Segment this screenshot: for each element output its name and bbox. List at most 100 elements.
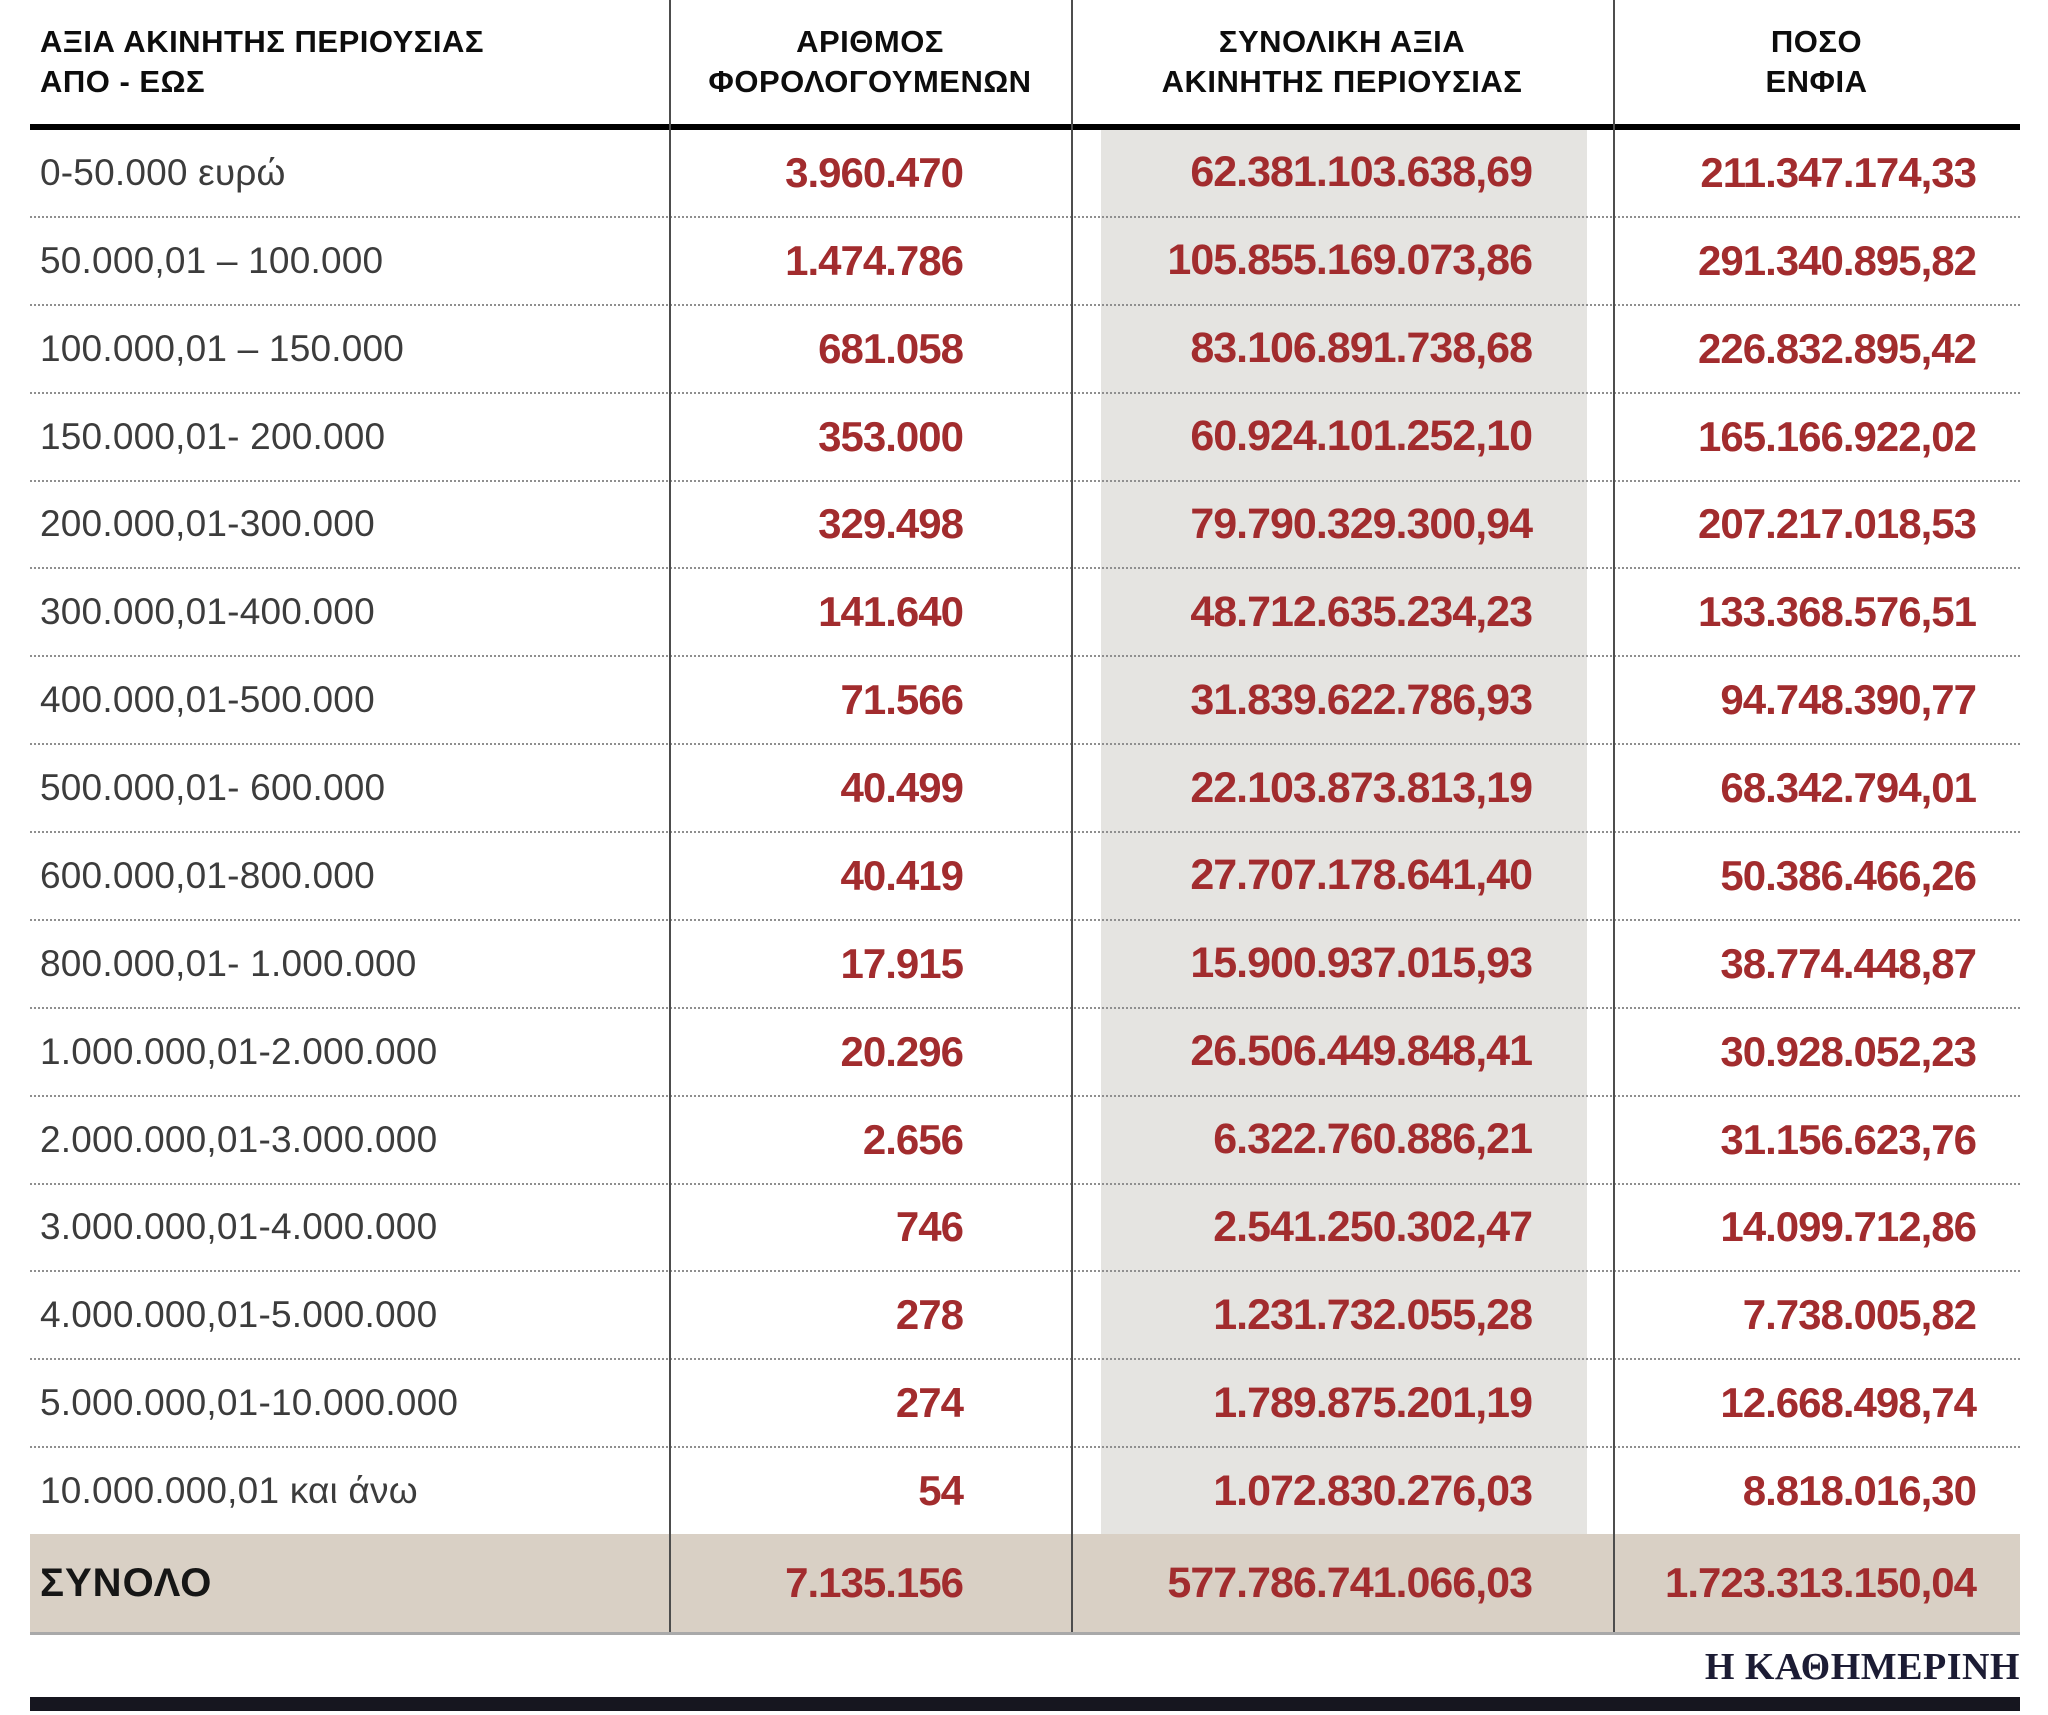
- total-taxpayers: 7.135.156: [785, 1559, 964, 1606]
- table-row: 800.000,01- 1.000.000 17.915 15.900.937.…: [30, 921, 2020, 1009]
- table-row: 2.000.000,01-3.000.000 2.656 6.322.760.8…: [30, 1097, 2020, 1185]
- cell-total-value: 1.789.875.201,19: [1213, 1378, 1533, 1427]
- cell-total-value: 105.855.169.073,86: [1167, 236, 1533, 285]
- cell-range: 600.000,01-800.000: [40, 854, 375, 896]
- table-row: 0-50.000 ευρώ 3.960.470 62.381.103.638,6…: [30, 130, 2020, 218]
- table-row: 50.000,01 – 100.000 1.474.786 105.855.16…: [30, 218, 2020, 306]
- table-row: 5.000.000,01-10.000.000 274 1.789.875.20…: [30, 1360, 2020, 1449]
- cell-taxpayers: 274: [895, 1379, 964, 1427]
- cell-total-value: 83.106.891.738,68: [1190, 324, 1533, 373]
- cell-taxpayers: 141.640: [818, 588, 964, 636]
- cell-range: 0-50.000 ευρώ: [40, 151, 286, 193]
- cell-enfia-amount: 226.832.895,42: [1698, 324, 1977, 372]
- cell-taxpayers: 746: [895, 1203, 964, 1251]
- cell-range: 50.000,01 – 100.000: [40, 239, 384, 281]
- cell-range: 300.000,01-400.000: [40, 591, 375, 633]
- header-line: ΑΠΟ - ΕΩΣ: [40, 64, 206, 99]
- header-line: ΠΟΣΟ: [1770, 24, 1863, 60]
- cell-taxpayers: 71.566: [840, 676, 964, 724]
- cell-total-value: 48.712.635.234,23: [1190, 587, 1533, 636]
- cell-taxpayers: 681.058: [818, 324, 964, 372]
- header-line: ΕΝΦΙΑ: [1765, 64, 1868, 99]
- cell-enfia-amount: 50.386.466,26: [1720, 851, 1977, 899]
- cell-total-value: 1.072.830.276,03: [1213, 1466, 1533, 1515]
- total-label: ΣΥΝΟΛΟ: [40, 1560, 213, 1605]
- table-row: 400.000,01-500.000 71.566 31.839.622.786…: [30, 657, 2020, 746]
- header-number-of-taxpayers: ΑΡΙΘΜΟΣ ΦΟΡΟΛΟΓΟΥΜΕΝΩΝ: [669, 22, 1071, 101]
- table-row: 10.000.000,01 και άνω 54 1.072.830.276,0…: [30, 1448, 2020, 1534]
- cell-taxpayers: 2.656: [862, 1115, 964, 1163]
- cell-taxpayers: 40.499: [840, 764, 964, 812]
- cell-enfia-amount: 291.340.895,82: [1698, 236, 1977, 284]
- table-row: 200.000,01-300.000 329.498 79.790.329.30…: [30, 482, 2020, 570]
- cell-total-value: 27.707.178.641,40: [1190, 851, 1533, 900]
- total-row: ΣΥΝΟΛΟ 7.135.156 577.786.741.066,03 1.72…: [30, 1534, 2020, 1635]
- cell-range: 400.000,01-500.000: [40, 679, 375, 721]
- cell-range: 200.000,01-300.000: [40, 503, 375, 545]
- cell-total-value: 2.541.250.302,47: [1213, 1202, 1533, 1251]
- cell-enfia-amount: 211.347.174,33: [1700, 148, 1977, 196]
- table-row: 600.000,01-800.000 40.419 27.707.178.641…: [30, 833, 2020, 921]
- cell-enfia-amount: 8.818.016,30: [1742, 1467, 1977, 1515]
- footer-bar: [30, 1697, 2020, 1711]
- table-header: ΑΞΙΑ ΑΚΙΝΗΤΗΣ ΠΕΡΙΟΥΣΙΑΣ ΑΠΟ - ΕΩΣ ΑΡΙΘΜ…: [30, 0, 2020, 130]
- cell-range: 800.000,01- 1.000.000: [40, 942, 417, 984]
- cell-taxpayers: 1.474.786: [785, 236, 964, 284]
- cell-taxpayers: 278: [895, 1291, 964, 1339]
- column-divider-2: [1071, 0, 1073, 1632]
- kathimerini-logo: Η ΚΑΘΗΜΕΡΙΝΗ: [1704, 1646, 2020, 1688]
- cell-enfia-amount: 94.748.390,77: [1720, 676, 1977, 724]
- cell-taxpayers: 20.296: [840, 1027, 964, 1075]
- header-line: ΣΥΝΟΛΙΚΗ ΑΞΙΑ: [1218, 24, 1466, 60]
- column-divider-3: [1613, 0, 1615, 1632]
- cell-taxpayers: 17.915: [840, 939, 964, 987]
- cell-total-value: 31.839.622.786,93: [1190, 675, 1533, 724]
- header-line: ΦΟΡΟΛΟΓΟΥΜΕΝΩΝ: [708, 64, 1032, 99]
- cell-taxpayers: 40.419: [840, 851, 964, 899]
- header-line: ΑΞΙΑ ΑΚΙΝΗΤΗΣ ΠΕΡΙΟΥΣΙΑΣ: [40, 24, 484, 60]
- cell-taxpayers: 353.000: [818, 412, 964, 460]
- cell-taxpayers: 54: [918, 1467, 964, 1515]
- table-row: 3.000.000,01-4.000.000 746 2.541.250.302…: [30, 1185, 2020, 1273]
- column-divider-1: [669, 0, 671, 1632]
- table-row: 1.000.000,01-2.000.000 20.296 26.506.449…: [30, 1009, 2020, 1097]
- table-row: 500.000,01- 600.000 40.499 22.103.873.81…: [30, 745, 2020, 833]
- cell-range: 1.000.000,01-2.000.000: [40, 1030, 438, 1072]
- table-row: 4.000.000,01-5.000.000 278 1.231.732.055…: [30, 1272, 2020, 1361]
- header-total-property-value: ΣΥΝΟΛΙΚΗ ΑΞΙΑ ΑΚΙΝΗΤΗΣ ΠΕΡΙΟΥΣΙΑΣ: [1071, 22, 1613, 101]
- cell-enfia-amount: 133.368.576,51: [1698, 588, 1977, 636]
- cell-range: 500.000,01- 600.000: [40, 767, 386, 809]
- cell-total-value: 15.900.937.015,93: [1190, 939, 1533, 988]
- table-body: 0-50.000 ευρώ 3.960.470 62.381.103.638,6…: [30, 130, 2020, 1534]
- cell-taxpayers: 3.960.470: [785, 148, 964, 196]
- cell-range: 5.000.000,01-10.000.000: [40, 1382, 459, 1424]
- header-property-value-range: ΑΞΙΑ ΑΚΙΝΗΤΗΣ ΠΕΡΙΟΥΣΙΑΣ ΑΠΟ - ΕΩΣ: [30, 22, 669, 101]
- cell-enfia-amount: 14.099.712,86: [1720, 1203, 1977, 1251]
- header-line: ΑΚΙΝΗΤΗΣ ΠΕΡΙΟΥΣΙΑΣ: [1161, 64, 1523, 99]
- table-row: 100.000,01 – 150.000 681.058 83.106.891.…: [30, 306, 2020, 394]
- cell-range: 2.000.000,01-3.000.000: [40, 1118, 438, 1160]
- cell-total-value: 26.506.449.848,41: [1190, 1027, 1533, 1076]
- cell-enfia-amount: 68.342.794,01: [1720, 764, 1977, 812]
- cell-enfia-amount: 38.774.448,87: [1720, 939, 1977, 987]
- cell-enfia-amount: 30.928.052,23: [1720, 1027, 1977, 1075]
- cell-enfia-amount: 31.156.623,76: [1720, 1115, 1977, 1163]
- cell-range: 150.000,01- 200.000: [40, 415, 386, 457]
- cell-total-value: 79.790.329.300,94: [1190, 499, 1533, 548]
- cell-total-value: 62.381.103.638,69: [1190, 148, 1533, 197]
- cell-total-value: 1.231.732.055,28: [1213, 1290, 1533, 1339]
- cell-enfia-amount: 165.166.922,02: [1698, 412, 1977, 460]
- total-property-value: 577.786.741.066,03: [1167, 1558, 1533, 1607]
- cell-enfia-amount: 12.668.498,74: [1720, 1379, 1977, 1427]
- cell-taxpayers: 329.498: [818, 500, 964, 548]
- cell-range: 3.000.000,01-4.000.000: [40, 1206, 438, 1248]
- table-row: 300.000,01-400.000 141.640 48.712.635.23…: [30, 569, 2020, 658]
- cell-total-value: 22.103.873.813,19: [1190, 763, 1533, 812]
- cell-total-value: 6.322.760.886,21: [1213, 1115, 1533, 1164]
- header-enfia-amount: ΠΟΣΟ ΕΝΦΙΑ: [1613, 22, 2020, 101]
- cell-range: 4.000.000,01-5.000.000: [40, 1294, 438, 1336]
- total-enfia-amount: 1.723.313.150,04: [1665, 1559, 1977, 1606]
- cell-total-value: 60.924.101.252,10: [1190, 412, 1533, 461]
- header-line: ΑΡΙΘΜΟΣ: [796, 24, 944, 60]
